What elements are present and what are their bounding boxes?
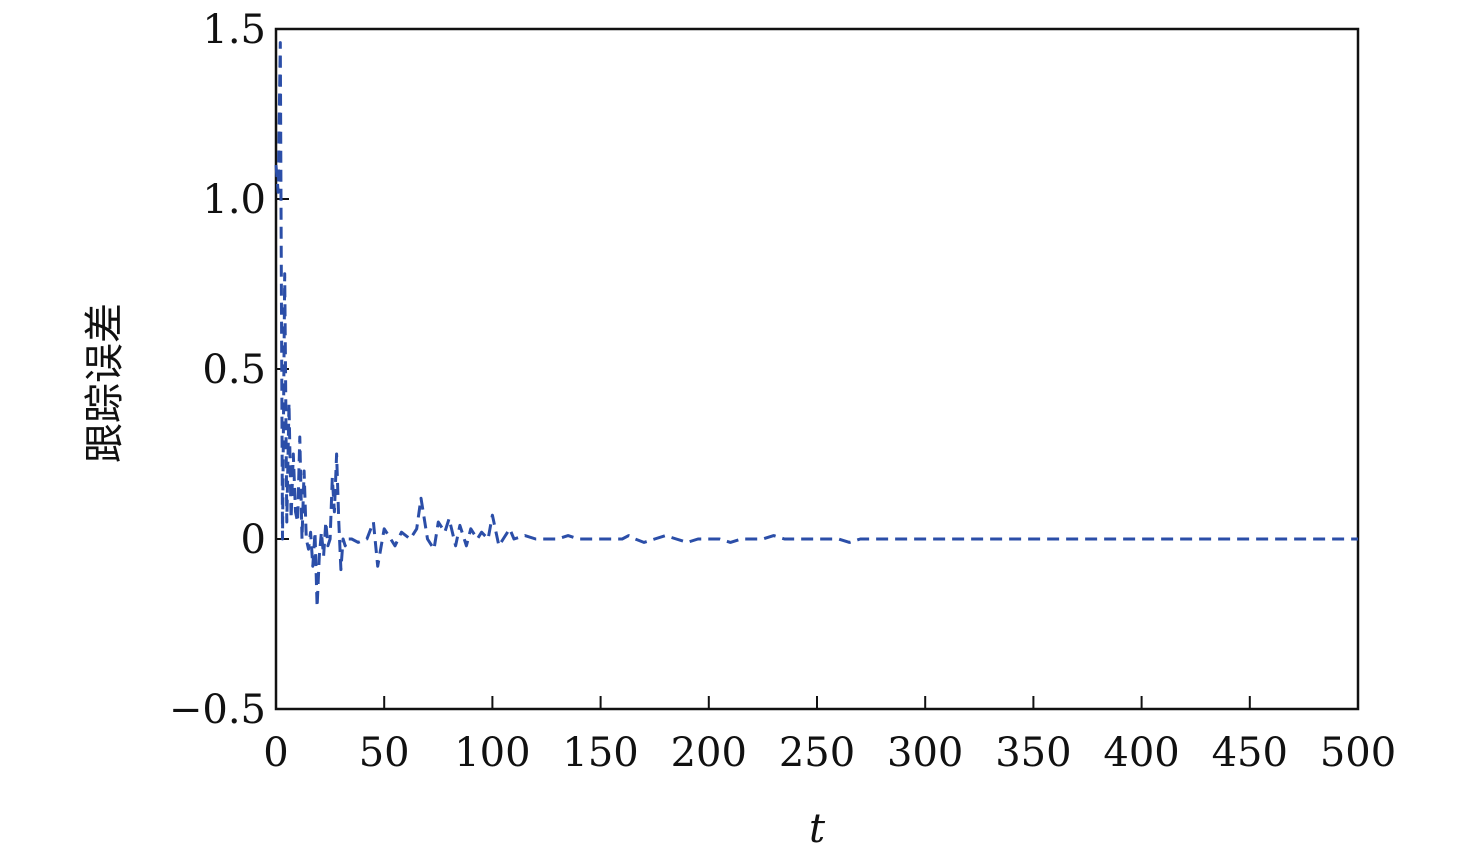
x-tick-label: 350 — [995, 730, 1071, 776]
x-tick-label: 400 — [1103, 730, 1179, 776]
x-tick-label: 250 — [779, 730, 855, 776]
y-tick-label: −0.5 — [169, 687, 266, 733]
x-tick-label: 500 — [1320, 730, 1396, 776]
series-line-0 — [274, 41, 1358, 609]
y-tick-label: 1.0 — [202, 177, 266, 223]
y-tick-label: 1.5 — [202, 7, 266, 53]
y-tick-label: 0.5 — [202, 347, 266, 393]
y-axis-label: 跟踪误差 — [82, 303, 128, 463]
plot-frame — [274, 27, 1360, 711]
x-tick-label: 200 — [671, 730, 747, 776]
x-tick-label: 150 — [562, 730, 638, 776]
x-tick-label: 450 — [1212, 730, 1288, 776]
series-layer — [274, 41, 1358, 609]
x-tick-label: 50 — [359, 730, 410, 776]
x-tick-label: 300 — [887, 730, 963, 776]
y-axis-ticks: −0.5 0 0.5 1.0 1.5 — [169, 7, 289, 733]
x-axis-ticks: 0 50 100 150 200 250 300 350 400 450 500 — [263, 696, 1396, 776]
x-axis-label: t — [809, 806, 826, 852]
x-tick-label: 100 — [454, 730, 530, 776]
x-tick-label: 0 — [263, 730, 288, 776]
y-tick-label: 0 — [241, 517, 266, 563]
